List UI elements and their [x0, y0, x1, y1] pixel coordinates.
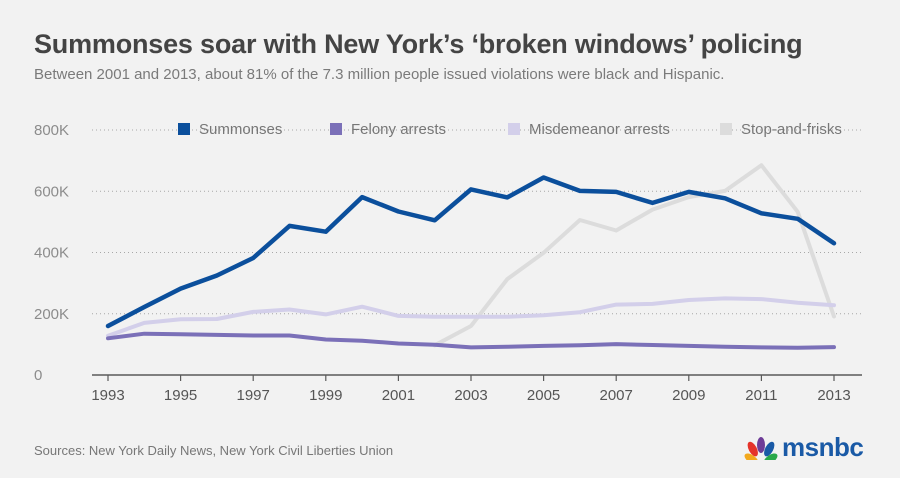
y-tick-label: 400K: [34, 245, 69, 262]
x-tick-label: 1999: [309, 387, 342, 404]
y-tick-label: 0: [34, 367, 42, 384]
x-tick-label: 2003: [454, 387, 487, 404]
legend: Summonses Felony arrests Misdemeanor arres…: [178, 121, 842, 138]
msnbc-logo: msnbc: [744, 432, 864, 463]
legend-label: Stop-and-frisks: [741, 121, 842, 138]
line-chart: 0 200K 400K 600K 800K 1993 1995 1997 1999 2001 20…: [34, 121, 862, 404]
x-tick-label: 1995: [164, 387, 197, 404]
x-tick-label: 2011: [745, 387, 777, 404]
legend-label: Felony arrests: [351, 121, 446, 138]
legend-swatch: [330, 123, 342, 135]
chart-title: Summonses soar with New York’s ‘broken w…: [34, 29, 803, 59]
legend-swatch: [178, 123, 190, 135]
series-line-misdemeanor-arrests: [106, 296, 836, 338]
peacock-icon: [744, 436, 778, 460]
series-line-stop-and-frisks: [432, 163, 836, 348]
x-tick-label: 2005: [527, 387, 560, 404]
legend-swatch: [720, 123, 732, 135]
y-tick-label: 600K: [34, 183, 69, 200]
x-tick-label: 2013: [817, 387, 850, 404]
series-line-summonses: [105, 175, 837, 329]
x-tick-label: 2001: [382, 387, 415, 404]
x-tick-label: 2007: [600, 387, 633, 404]
legend-swatch: [508, 123, 520, 135]
logo-wordmark: msnbc: [782, 432, 864, 462]
x-tick-label: 1997: [237, 387, 270, 404]
x-tick-label: 1993: [91, 387, 124, 404]
series-line-felony-arrests: [106, 331, 836, 350]
legend-label: Summonses: [199, 121, 282, 138]
y-tick-label: 200K: [34, 306, 69, 323]
source-note: Sources: New York Daily News, New York C…: [34, 443, 394, 458]
x-tick-label: 2009: [672, 387, 705, 404]
chart-subtitle: Between 2001 and 2013, about 81% of the …: [34, 66, 725, 83]
x-axis: [92, 374, 862, 381]
legend-label: Misdemeanor arrests: [529, 121, 670, 138]
grid-lines: [92, 129, 862, 315]
y-tick-label: 800K: [34, 122, 69, 139]
x-axis-tick-labels: 1993 1995 1997 1999 2001 2003 2005 2007 2009 2011…: [91, 387, 850, 404]
series-lines: [105, 163, 837, 350]
y-axis-tick-labels: 0 200K 400K 600K 800K: [34, 122, 69, 384]
